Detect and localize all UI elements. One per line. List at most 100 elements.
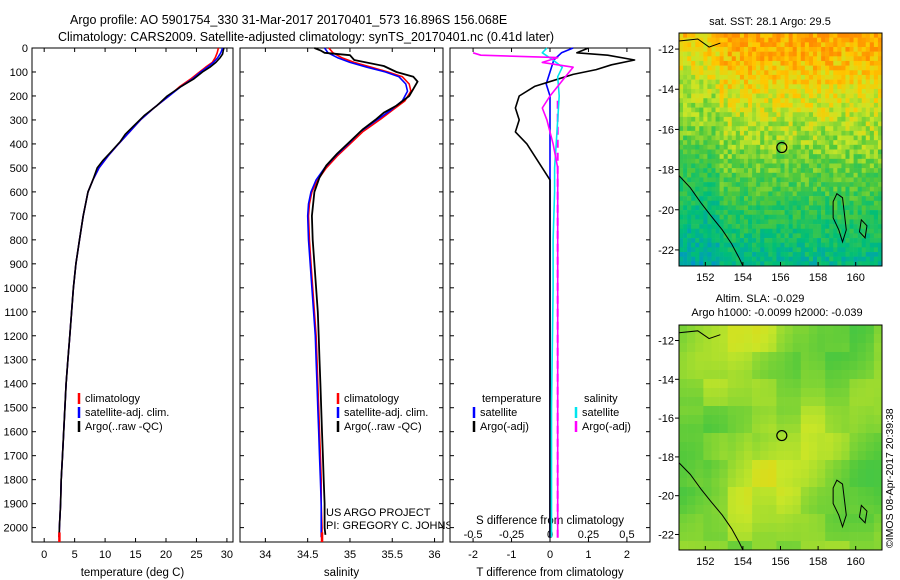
sst-cell (772, 116, 777, 122)
sla-cell (695, 352, 704, 362)
sst-cell (691, 70, 696, 76)
sla-cell (841, 406, 850, 416)
sst-cell (821, 154, 826, 160)
sla-cell (687, 370, 696, 380)
sst-cell (699, 65, 704, 71)
sst-cell (821, 158, 826, 164)
sla-cell (849, 487, 858, 497)
sst-cell (825, 247, 830, 253)
sst-cell (752, 37, 757, 43)
sla-cell (768, 496, 777, 506)
sst-cell (776, 102, 781, 108)
sla-cell (808, 352, 818, 362)
sst-cell (756, 60, 761, 66)
sst-cell (877, 200, 883, 206)
sla-cell (735, 496, 745, 506)
sst-cell (703, 163, 708, 169)
sla-cell (719, 487, 729, 497)
sst-cell (739, 238, 745, 243)
sst-cell (679, 154, 684, 160)
sst-cell (743, 112, 749, 118)
sst-cell (788, 219, 793, 225)
sst-cell (841, 88, 846, 94)
sst-cell (691, 210, 696, 216)
sst-cell (776, 112, 781, 118)
sst-cell (679, 116, 684, 122)
sst-cell (707, 205, 712, 211)
sst-cell (825, 242, 830, 248)
sla-cell (841, 541, 850, 551)
sst-cell (877, 135, 883, 141)
sla-cell (841, 388, 850, 398)
sst-cell (739, 228, 745, 234)
sla-cell (865, 541, 875, 551)
sst-cell (861, 168, 867, 174)
sst-cell (792, 224, 798, 230)
sla-cell (849, 433, 858, 443)
sst-cell (869, 200, 875, 206)
sst-cell (764, 121, 769, 127)
sst-cell (723, 238, 729, 243)
sst-cell (804, 102, 810, 108)
sst-cell (703, 37, 708, 43)
sla-cell (808, 523, 818, 533)
sla-cell (743, 433, 753, 443)
sst-cell (768, 186, 773, 192)
sla-cell (768, 370, 777, 380)
sst-cell (829, 242, 834, 248)
sst-cell (784, 116, 789, 122)
sst-cell (817, 46, 822, 52)
sla-cell (727, 343, 737, 353)
sst-cell (748, 168, 753, 174)
sst-cell (780, 56, 785, 62)
sst-cell (752, 46, 757, 52)
sla-cell (784, 388, 793, 398)
sst-cell (719, 200, 724, 206)
sst-cell (760, 256, 765, 262)
sst-cell (768, 224, 773, 230)
sla-cell (711, 361, 720, 371)
sst-cell (833, 168, 838, 174)
sst-cell (869, 219, 875, 225)
sst-cell (731, 172, 737, 178)
sst-cell (853, 228, 858, 234)
sst-cell (841, 186, 846, 192)
sst-cell (833, 158, 838, 164)
sst-cell (743, 214, 749, 220)
sst-cell (772, 154, 777, 160)
sst-cell (752, 219, 757, 225)
sst-cell (715, 37, 720, 43)
sst-cell (711, 112, 716, 118)
sla-cell (760, 442, 769, 452)
sst-cell (683, 158, 688, 164)
sla-cell (719, 415, 729, 425)
sla-cell (743, 487, 753, 497)
sst-cell (695, 42, 700, 48)
sst-cell (768, 154, 773, 160)
sst-cell (679, 191, 684, 197)
sla-cell (687, 379, 696, 389)
sst-cell (743, 247, 749, 253)
sst-cell (756, 200, 761, 206)
sst-cell (683, 93, 688, 99)
sst-cell (743, 196, 749, 202)
sst-cell (723, 205, 729, 211)
sst-cell (792, 121, 798, 127)
sst-cell (792, 182, 798, 188)
sst-cell (869, 107, 875, 113)
sla-cell (857, 406, 867, 416)
sla-cell (857, 496, 867, 506)
sst-cell (723, 252, 729, 257)
sst-cell (772, 121, 777, 127)
sst-cell (719, 261, 724, 267)
sla-cell (784, 379, 793, 389)
sla-cell (743, 370, 753, 380)
sst-cell (707, 84, 712, 90)
sst-cell (707, 242, 712, 248)
sla-cell (711, 532, 720, 542)
sst-cell (849, 126, 854, 132)
sla-cell (743, 325, 753, 335)
sst-cell (739, 144, 745, 150)
sst-cell (865, 158, 871, 164)
sst-cell (841, 191, 846, 197)
